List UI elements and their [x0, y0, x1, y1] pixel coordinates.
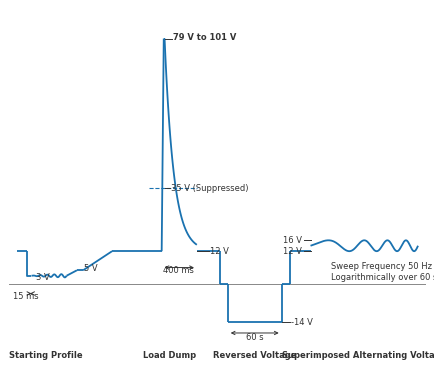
Text: 79 V to 101 V: 79 V to 101 V [172, 33, 236, 42]
Text: 15 ms: 15 ms [13, 292, 39, 301]
Text: Reversed Voltage: Reversed Voltage [213, 351, 296, 360]
Text: 16 V: 16 V [283, 236, 302, 245]
Text: Sweep Frequency 50 Hz to 25 kHz
Logarithmically over 60 s: Sweep Frequency 50 Hz to 25 kHz Logarith… [330, 262, 434, 282]
Text: -14 V: -14 V [290, 317, 312, 326]
Text: Superimposed Alternating Voltage: Superimposed Alternating Voltage [281, 351, 434, 360]
Text: 3 V: 3 V [36, 273, 49, 282]
Text: 12 V: 12 V [210, 247, 228, 256]
Text: 5 V: 5 V [84, 264, 97, 273]
Text: 35 V (Suppressed): 35 V (Suppressed) [171, 184, 248, 193]
Text: 400 ms: 400 ms [162, 266, 193, 275]
Text: 60 s: 60 s [245, 333, 263, 342]
Text: Load Dump: Load Dump [143, 351, 196, 360]
Text: Starting Profile: Starting Profile [9, 351, 82, 360]
Text: 12 V: 12 V [283, 247, 302, 256]
